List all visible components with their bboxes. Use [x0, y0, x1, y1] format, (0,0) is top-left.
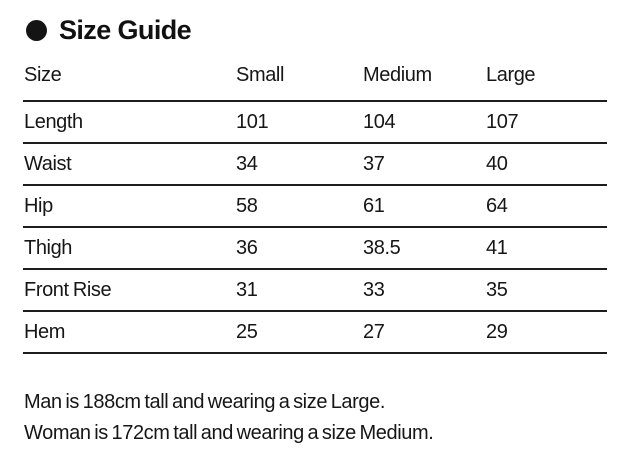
cell-value: 58: [235, 185, 362, 228]
row-label: Hem: [23, 311, 235, 354]
cell-value: 104: [362, 101, 485, 144]
column-header-medium: Medium: [362, 65, 485, 102]
cell-value: 35: [485, 269, 607, 312]
table-header-row: Size Small Medium Large: [23, 65, 607, 102]
column-header-small: Small: [235, 65, 362, 102]
cell-value: 107: [485, 101, 607, 144]
size-guide-section: Size Guide Size Small Medium Large Lengt…: [0, 17, 640, 473]
bullet-icon: [26, 20, 47, 41]
cell-value: 38.5: [362, 227, 485, 270]
row-label: Length: [23, 101, 235, 144]
footnote-woman: Woman is 172cm tall and wearing a size M…: [24, 422, 434, 444]
cell-value: 27: [362, 311, 485, 354]
column-header-size: Size: [23, 65, 235, 102]
cell-value: 34: [235, 143, 362, 186]
size-guide-table: Size Small Medium Large Length 101 104 1…: [23, 65, 607, 354]
row-label: Waist: [23, 143, 235, 186]
row-label: Hip: [23, 185, 235, 228]
cell-value: 33: [362, 269, 485, 312]
cell-value: 40: [485, 143, 607, 186]
table-row-waist: Waist 34 37 40: [23, 143, 607, 186]
model-footnotes: Man is 188cm tall and wearing a size Lar…: [24, 387, 640, 449]
cell-value: 31: [235, 269, 362, 312]
cell-value: 41: [485, 227, 607, 270]
table-row-thigh: Thigh 36 38.5 41: [23, 227, 607, 270]
cell-value: 61: [362, 185, 485, 228]
section-header: Size Guide: [26, 17, 640, 44]
column-header-large: Large: [485, 65, 607, 102]
cell-value: 64: [485, 185, 607, 228]
cell-value: 29: [485, 311, 607, 354]
cell-value: 101: [235, 101, 362, 144]
table-row-hem: Hem 25 27 29: [23, 311, 607, 354]
section-title: Size Guide: [59, 15, 192, 45]
row-label: Thigh: [23, 227, 235, 270]
table-row-front-rise: Front Rise 31 33 35: [23, 269, 607, 312]
cell-value: 36: [235, 227, 362, 270]
table-row-hip: Hip 58 61 64: [23, 185, 607, 228]
cell-value: 37: [362, 143, 485, 186]
row-label: Front Rise: [23, 269, 235, 312]
cell-value: 25: [235, 311, 362, 354]
table-row-length: Length 101 104 107: [23, 101, 607, 144]
footnote-man: Man is 188cm tall and wearing a size Lar…: [24, 391, 386, 413]
